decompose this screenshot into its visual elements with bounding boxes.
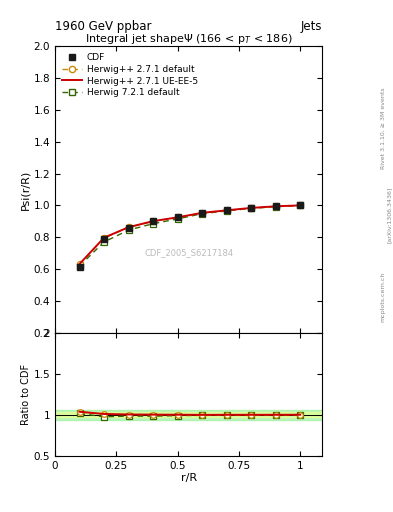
Text: 1960 GeV ppbar: 1960 GeV ppbar	[55, 20, 152, 33]
Text: Rivet 3.1.10, ≥ 3M events: Rivet 3.1.10, ≥ 3M events	[381, 87, 386, 169]
Text: CDF_2005_S6217184: CDF_2005_S6217184	[144, 248, 233, 257]
Legend: CDF, Herwig++ 2.7.1 default, Herwig++ 2.7.1 UE-EE-5, Herwig 7.2.1 default: CDF, Herwig++ 2.7.1 default, Herwig++ 2.…	[59, 51, 200, 100]
X-axis label: r/R: r/R	[180, 473, 197, 483]
Text: [arXiv:1306.3436]: [arXiv:1306.3436]	[387, 187, 391, 243]
Bar	[55, 412, 322, 417]
Y-axis label: Ratio to CDF: Ratio to CDF	[21, 364, 31, 425]
Text: Jets: Jets	[301, 20, 322, 33]
Y-axis label: Psi(r/R): Psi(r/R)	[21, 169, 31, 209]
Bar	[55, 410, 322, 420]
Text: mcplots.cern.ch: mcplots.cern.ch	[381, 272, 386, 322]
Title: Integral jet shapeΨ (166 < p$_T$ < 186): Integral jet shapeΨ (166 < p$_T$ < 186)	[85, 32, 292, 46]
